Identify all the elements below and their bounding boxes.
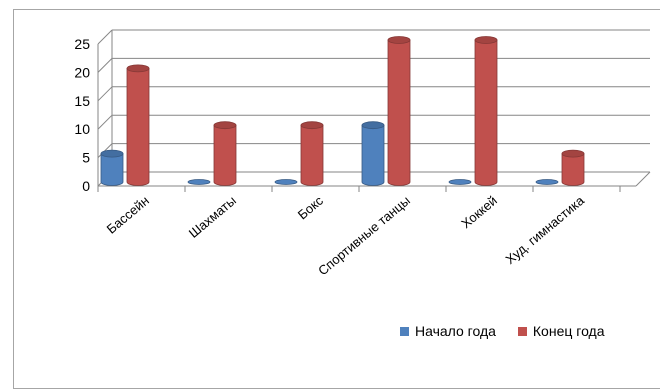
bar-chart: 0 5 10 15 20 25 Бассейн Шахматы БоксСпортивные … [74,29,651,278]
y-tick-label: 5 [82,150,90,166]
y-tick-label: 15 [74,93,90,109]
y-tick-label: 10 [74,121,90,137]
bar-end-1 [213,121,237,186]
bar-end-2 [300,121,324,186]
bar-end-3 [387,36,411,186]
bars [100,36,585,186]
legend-item-end: Конец года [517,323,605,339]
legend: Начало года Конец года [400,323,627,339]
legend-swatch-end [517,326,527,336]
bar-start-4 [448,179,472,185]
bar-start-2 [274,179,298,185]
x-tick-label: Хоккей [458,193,500,231]
bar-end-0 [126,64,150,186]
legend-label-end: Конец года [532,323,605,339]
y-tick-labels: 0 5 10 15 20 25 [74,36,90,194]
legend-swatch-start [400,326,409,336]
gridline-side [97,86,113,102]
x-tick-label: Шахматы [186,193,239,241]
bar-start-3 [361,121,385,186]
gridline-side [97,114,113,130]
bar-end-4 [474,36,498,186]
legend-label-start: Начало года [415,323,496,339]
bar-start-5 [535,179,559,185]
x-tick-label: Бокс [295,192,327,222]
bar-start-0 [100,149,124,186]
x-tick-label: Худ. гимнастика [503,192,588,267]
axes [97,30,651,192]
x-tick-label: Бассейн [104,193,152,237]
gridline-side [97,29,113,45]
floor-edge [635,171,651,187]
gridline-side [97,58,113,73]
bar-end-5 [561,149,585,186]
legend-item-start: Начало года [400,323,496,339]
y-tick-label: 0 [82,178,90,194]
x-tick-label: Спортивные танцы [315,193,413,278]
y-tick-label: 20 [74,64,90,80]
bar-start-1 [187,179,211,185]
y-tick-label: 25 [74,36,90,52]
